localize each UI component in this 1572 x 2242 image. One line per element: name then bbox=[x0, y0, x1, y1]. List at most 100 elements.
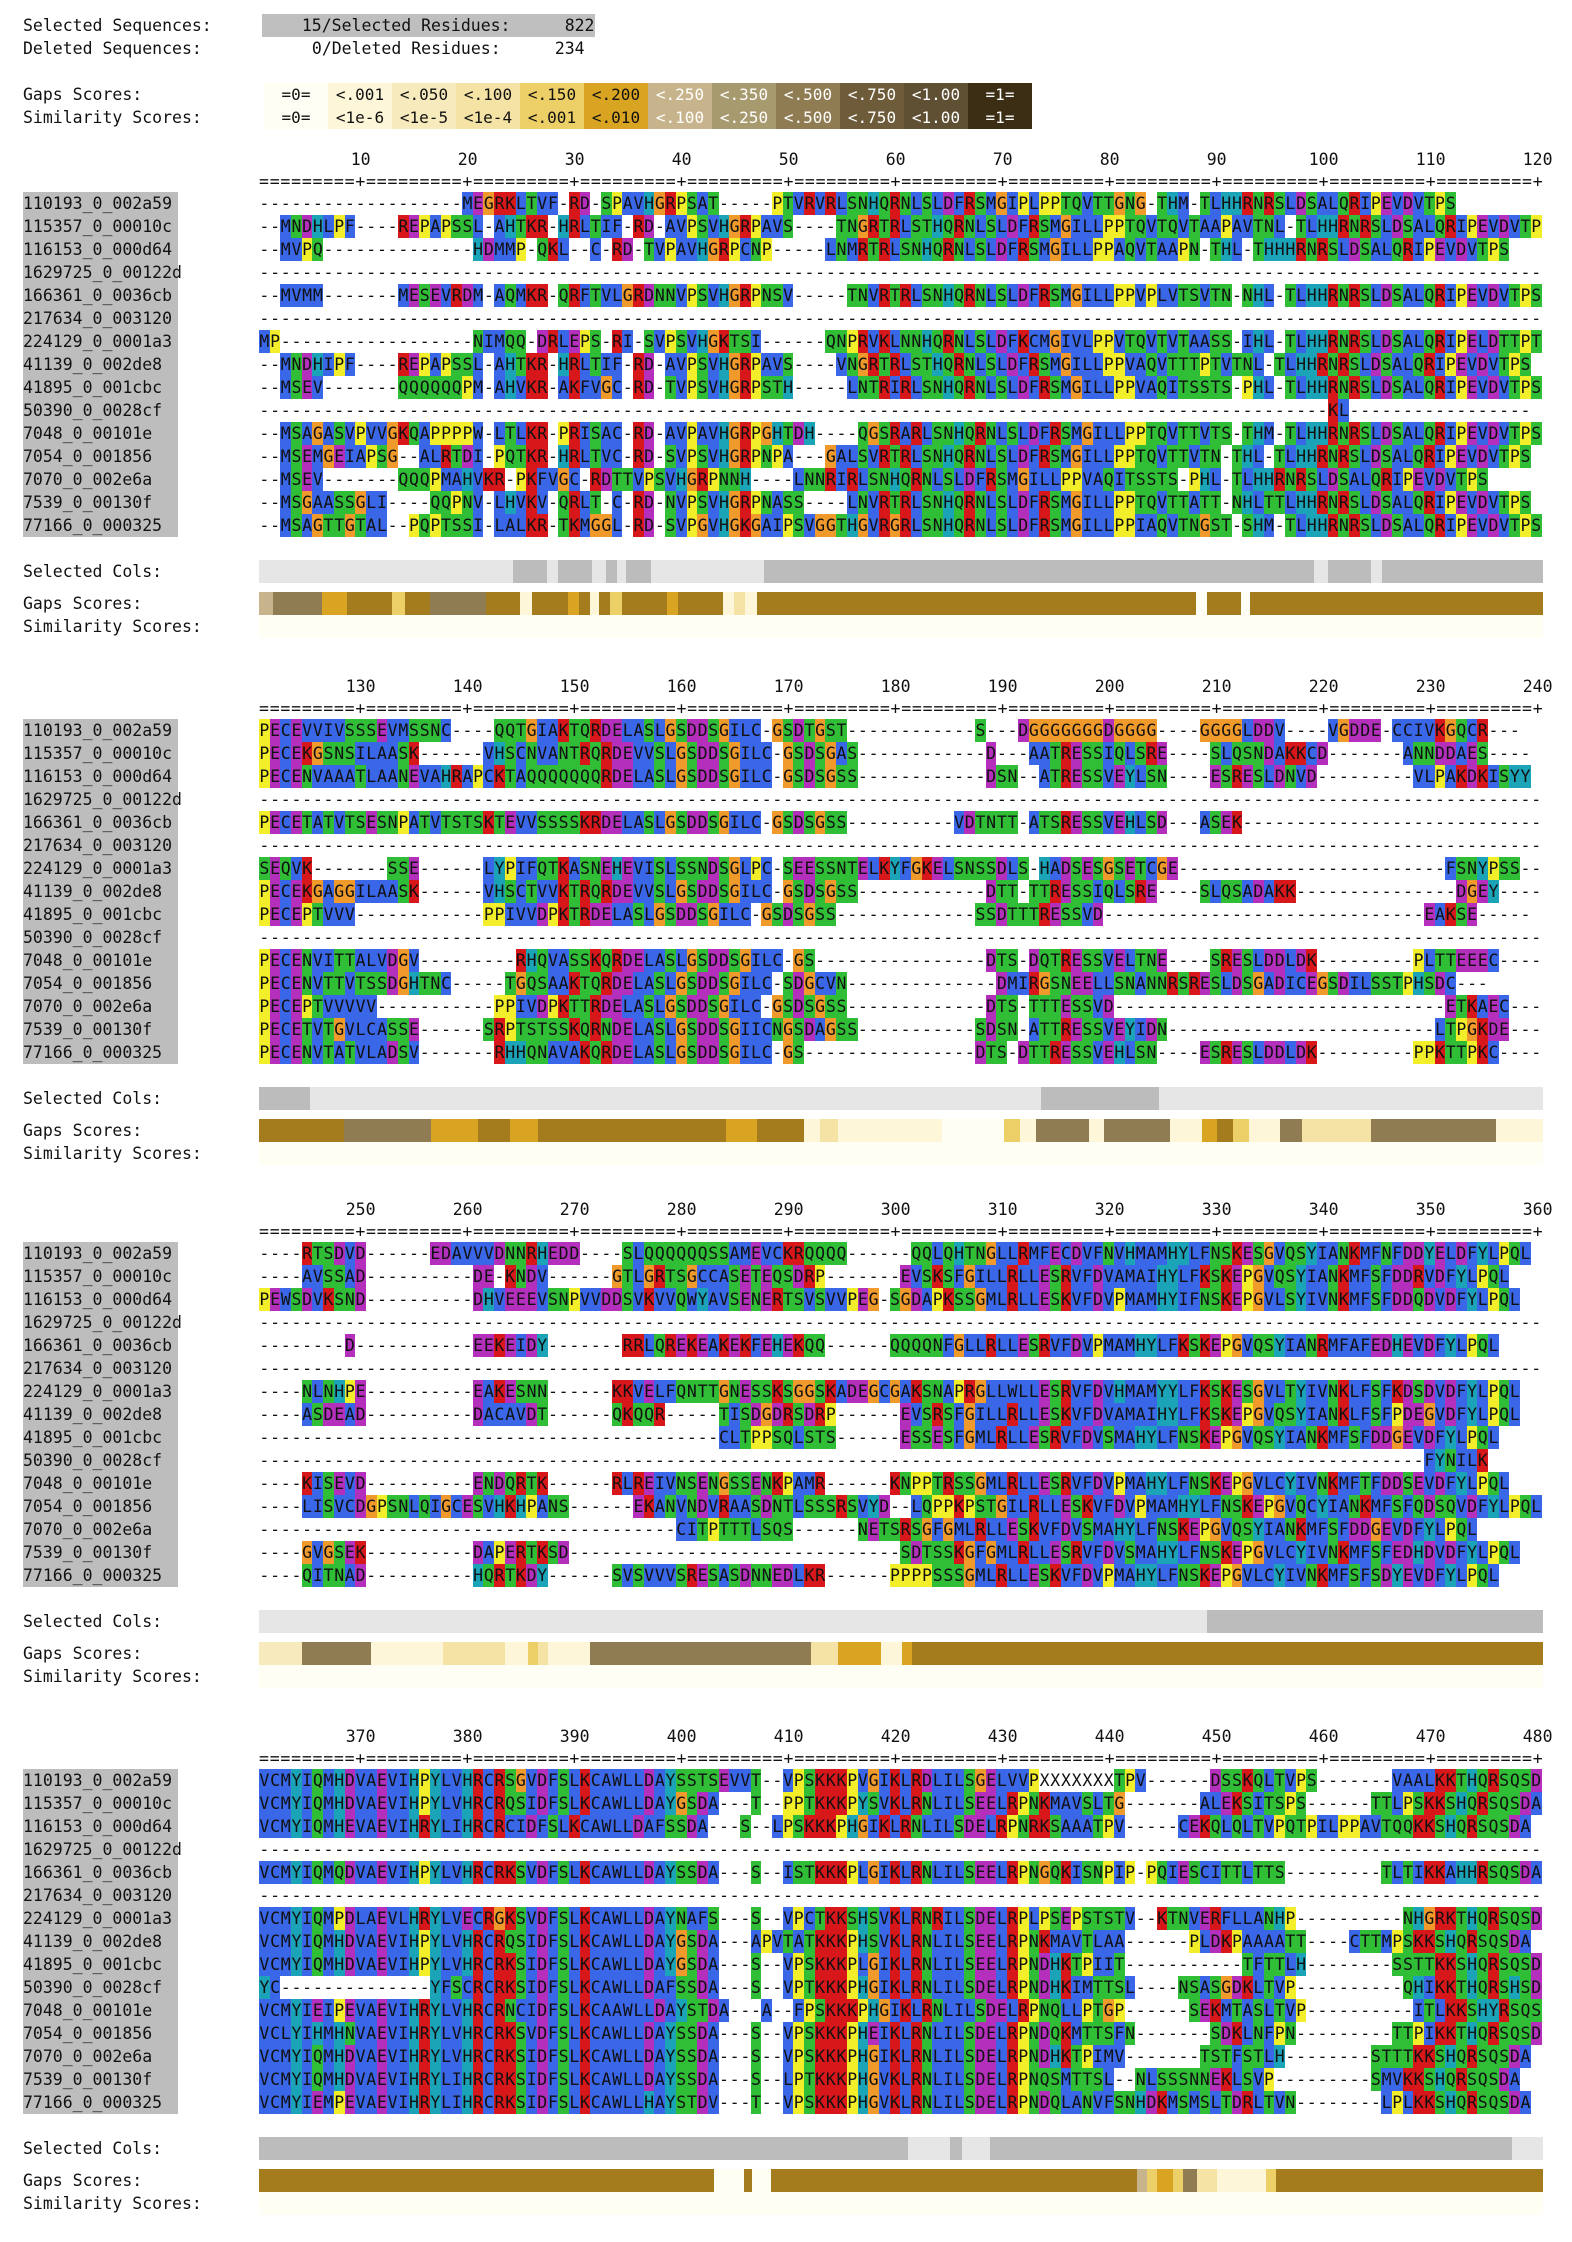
gaps-scores-segment bbox=[1240, 592, 1250, 615]
selected-cols-segment bbox=[259, 560, 513, 583]
sequence-name[interactable]: 115357_0_00010c bbox=[23, 1265, 178, 1288]
sequence-name[interactable]: 41895_0_001cbc bbox=[23, 1953, 178, 1976]
legend-gaps-cell: =1= bbox=[968, 83, 1032, 106]
sequence-name[interactable]: 110193_0_002a59 bbox=[23, 719, 178, 742]
ruler-tick-label: 460 bbox=[1308, 1727, 1339, 1746]
sequence-name[interactable]: 110193_0_002a59 bbox=[23, 192, 178, 215]
sequence-name[interactable]: 1629725_0_00122d bbox=[23, 1838, 182, 1861]
sequence-name[interactable]: 7070_0_002e6a bbox=[23, 1518, 178, 1541]
sequence-name[interactable]: 110193_0_002a59 bbox=[23, 1242, 178, 1265]
sequence-name[interactable]: 7048_0_00101e bbox=[23, 949, 178, 972]
selected-cols-segment bbox=[591, 560, 607, 583]
sequence-name[interactable]: 7054_0_001856 bbox=[23, 1495, 178, 1518]
sequence-name[interactable]: 115357_0_00010c bbox=[23, 742, 178, 765]
sequence-name[interactable]: 41139_0_002de8 bbox=[23, 353, 178, 376]
sequence-name[interactable]: 7048_0_00101e bbox=[23, 1472, 178, 1495]
gaps-scores-segment bbox=[520, 592, 532, 615]
gaps-scores-segment bbox=[589, 1642, 811, 1665]
gaps-scores-segment bbox=[1495, 1119, 1543, 1142]
sequence-name[interactable]: 41139_0_002de8 bbox=[23, 1930, 178, 1953]
ruler-tick-label: 380 bbox=[452, 1727, 483, 1746]
sequence-name[interactable]: 1629725_0_00122d bbox=[23, 261, 182, 284]
gaps-scores-segment bbox=[431, 1119, 479, 1142]
sequence-name[interactable]: 217634_0_003120 bbox=[23, 1357, 178, 1380]
selected-cols-segment bbox=[1207, 1610, 1543, 1633]
sequence-name[interactable]: 7070_0_002e6a bbox=[23, 995, 178, 1018]
similarity-scores-bar bbox=[259, 1665, 1543, 1688]
sequence-name[interactable]: 224129_0_0001a3 bbox=[23, 330, 178, 353]
sequence-name[interactable]: 7539_0_00130f bbox=[23, 1541, 178, 1564]
sequence-name[interactable]: 7539_0_00130f bbox=[23, 1018, 178, 1041]
legend-gaps-cell: <.050 bbox=[392, 83, 456, 106]
legend-gaps-cell: <.200 bbox=[584, 83, 648, 106]
selected-cols-segment bbox=[512, 560, 547, 583]
sequence-name[interactable]: 116153_0_000d64 bbox=[23, 1288, 178, 1311]
sequence-name[interactable]: 217634_0_003120 bbox=[23, 307, 178, 330]
sequence-name[interactable]: 224129_0_0001a3 bbox=[23, 857, 178, 880]
sequence-name[interactable]: 116153_0_000d64 bbox=[23, 765, 178, 788]
ruler-tick-label: 70 bbox=[992, 150, 1013, 169]
sequence-name[interactable]: 41139_0_002de8 bbox=[23, 880, 178, 903]
sequence-name[interactable]: 7048_0_00101e bbox=[23, 1999, 178, 2022]
sequence-residues: VCMYIQMHEVAEVIHRYLIHRCRCIDFSLKCAWLLDAFSS… bbox=[259, 1815, 1531, 1838]
sequence-name[interactable]: 166361_0_0036cb bbox=[23, 811, 178, 834]
sequence-residues: --MSAGTTGTAL--PQPTSSI-LALKR-TKMGGL-RD-SV… bbox=[259, 514, 1542, 537]
sequence-residues: ----------------------------------------… bbox=[259, 1840, 1542, 1859]
sequence-name[interactable]: 115357_0_00010c bbox=[23, 1792, 178, 1815]
selected-residues-label: /Selected Residues: bbox=[321, 14, 511, 37]
sequence-residues: --------D-----------EEKEIDY-------RRLQRE… bbox=[259, 1334, 1499, 1357]
gaps-scores-segment bbox=[1275, 2169, 1543, 2192]
legend-gaps-label: Gaps Scores: bbox=[23, 85, 143, 104]
sequence-name[interactable]: 115357_0_00010c bbox=[23, 215, 178, 238]
gaps-scores-segment bbox=[745, 592, 757, 615]
sequence-name[interactable]: 1629725_0_00122d bbox=[23, 788, 182, 811]
sequence-name[interactable]: 50390_0_0028cf bbox=[23, 399, 178, 422]
sequence-name[interactable]: 116153_0_000d64 bbox=[23, 238, 178, 261]
gaps-scores-segment bbox=[537, 1119, 726, 1142]
sequence-name[interactable]: 7539_0_00130f bbox=[23, 2068, 178, 2091]
sequence-name[interactable]: 166361_0_0036cb bbox=[23, 1334, 178, 1357]
ruler-tick-label: 340 bbox=[1308, 1200, 1339, 1219]
sequence-residues: ----NLNHPE----------EAKESNN------KKVELFQ… bbox=[259, 1380, 1521, 1403]
sequence-residues: ----------------------------------------… bbox=[259, 1313, 1542, 1332]
sequence-name[interactable]: 77166_0_000325 bbox=[23, 1564, 178, 1587]
sequence-name[interactable]: 77166_0_000325 bbox=[23, 1041, 178, 1064]
legend-similarity-cell: <.100 bbox=[648, 106, 712, 129]
sequence-name[interactable]: 41895_0_001cbc bbox=[23, 376, 178, 399]
sequence-name[interactable]: 217634_0_003120 bbox=[23, 1884, 178, 1907]
ruler-tick-label: 150 bbox=[559, 677, 590, 696]
sequence-name[interactable]: 166361_0_0036cb bbox=[23, 284, 178, 307]
sequence-name[interactable]: 41895_0_001cbc bbox=[23, 1426, 178, 1449]
sequence-residues: VCMYIEIPEVAEVIHRYLVHRCRNCIDFSLKCAAWLLDAY… bbox=[259, 1999, 1542, 2022]
sequence-name[interactable]: 166361_0_0036cb bbox=[23, 1861, 178, 1884]
sequence-name[interactable]: 7048_0_00101e bbox=[23, 422, 178, 445]
sequence-residues: ----------------------------------------… bbox=[259, 399, 1531, 422]
sequence-name[interactable]: 217634_0_003120 bbox=[23, 834, 178, 857]
sequence-name[interactable]: 7054_0_001856 bbox=[23, 445, 178, 468]
sequence-name[interactable]: 7070_0_002e6a bbox=[23, 468, 178, 491]
sequence-name[interactable]: 224129_0_0001a3 bbox=[23, 1907, 178, 1930]
sequence-name[interactable]: 7054_0_001856 bbox=[23, 2022, 178, 2045]
gaps-scores-segment bbox=[666, 592, 678, 615]
selected-row: Selected Sequences: 15/Selected Residues:… bbox=[23, 14, 595, 37]
legend-gaps-cell: <1.00 bbox=[904, 83, 968, 106]
legend-similarity-cell: <1e-6 bbox=[328, 106, 392, 129]
sequence-name[interactable]: 50390_0_0028cf bbox=[23, 926, 178, 949]
ruler-tick-label: 450 bbox=[1201, 1727, 1232, 1746]
sequence-name[interactable]: 50390_0_0028cf bbox=[23, 1976, 178, 1999]
sequence-name[interactable]: 1629725_0_00122d bbox=[23, 1311, 182, 1334]
sequence-name[interactable]: 77166_0_000325 bbox=[23, 2091, 178, 2114]
sequence-name[interactable]: 7070_0_002e6a bbox=[23, 2045, 178, 2068]
similarity-scores-bar bbox=[259, 1142, 1543, 1165]
sequence-name[interactable]: 116153_0_000d64 bbox=[23, 1815, 178, 1838]
sequence-name[interactable]: 41139_0_002de8 bbox=[23, 1403, 178, 1426]
sequence-name[interactable]: 110193_0_002a59 bbox=[23, 1769, 178, 1792]
sequence-residues: VCLYIHMHNVAEVIHRYLVHRCRKSVDFSLKCAWLLDAYS… bbox=[259, 2022, 1542, 2045]
sequence-name[interactable]: 224129_0_0001a3 bbox=[23, 1380, 178, 1403]
sequence-name[interactable]: 50390_0_0028cf bbox=[23, 1449, 178, 1472]
sequence-name[interactable]: 77166_0_000325 bbox=[23, 514, 178, 537]
sequence-name[interactable]: 41895_0_001cbc bbox=[23, 903, 178, 926]
sequence-name[interactable]: 7539_0_00130f bbox=[23, 491, 178, 514]
sequence-name[interactable]: 7054_0_001856 bbox=[23, 972, 178, 995]
gaps-scores-segment bbox=[756, 1119, 804, 1142]
